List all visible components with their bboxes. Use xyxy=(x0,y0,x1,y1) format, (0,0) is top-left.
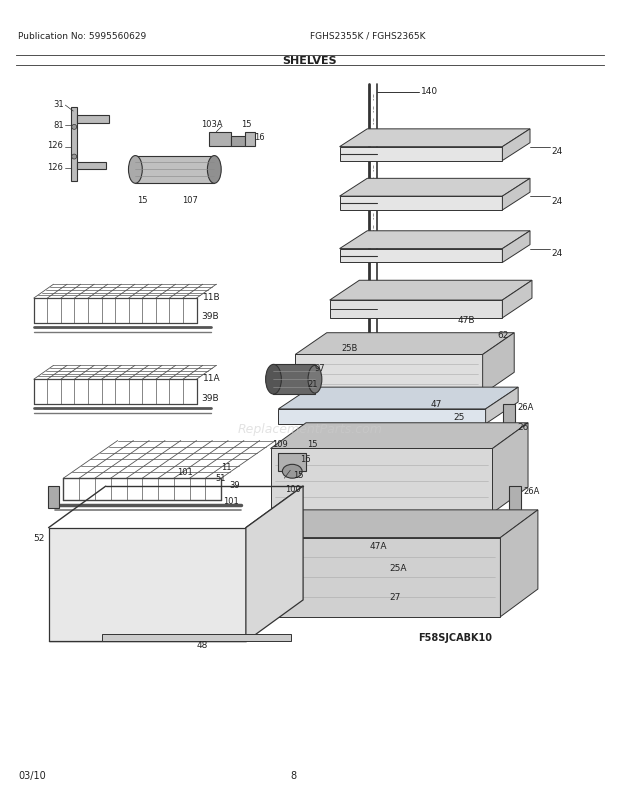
Text: FGHS2355K / FGHS2365K: FGHS2355K / FGHS2365K xyxy=(310,32,425,41)
Ellipse shape xyxy=(208,156,221,184)
Polygon shape xyxy=(502,130,530,161)
Bar xyxy=(210,132,231,147)
Text: 16: 16 xyxy=(300,454,311,464)
Text: ReplacementParts.com: ReplacementParts.com xyxy=(237,423,383,435)
Text: 16: 16 xyxy=(254,133,264,142)
Text: 24: 24 xyxy=(552,196,563,205)
Ellipse shape xyxy=(72,155,77,160)
Text: 26A: 26A xyxy=(523,486,539,495)
Text: 31: 31 xyxy=(53,99,64,108)
Text: F58SJCABK10: F58SJCABK10 xyxy=(418,632,492,642)
Polygon shape xyxy=(340,130,530,148)
Text: 15: 15 xyxy=(293,470,304,479)
Bar xyxy=(231,136,245,147)
Bar xyxy=(278,454,306,472)
Text: 39B: 39B xyxy=(202,393,219,402)
Text: 107: 107 xyxy=(182,196,198,205)
Text: 51: 51 xyxy=(215,473,226,482)
Polygon shape xyxy=(330,281,532,301)
Text: 47: 47 xyxy=(430,400,441,409)
Polygon shape xyxy=(340,197,502,211)
Bar xyxy=(509,487,521,511)
Ellipse shape xyxy=(282,464,302,479)
Ellipse shape xyxy=(128,156,142,184)
Polygon shape xyxy=(500,510,538,617)
Polygon shape xyxy=(485,387,518,424)
Text: 8: 8 xyxy=(290,770,296,780)
Text: Publication No: 5995560629: Publication No: 5995560629 xyxy=(18,32,146,41)
Polygon shape xyxy=(340,249,502,263)
Text: 101: 101 xyxy=(223,496,239,506)
Text: 11A: 11A xyxy=(203,373,221,383)
Polygon shape xyxy=(270,423,528,449)
Text: 26A: 26A xyxy=(517,403,534,412)
Polygon shape xyxy=(502,232,530,263)
Text: 03/10: 03/10 xyxy=(18,770,46,780)
Polygon shape xyxy=(482,334,514,395)
Text: 47B: 47B xyxy=(458,316,476,325)
Text: 27: 27 xyxy=(389,593,401,602)
Text: 25: 25 xyxy=(453,413,464,422)
Bar xyxy=(245,132,255,147)
Text: 24: 24 xyxy=(552,147,563,156)
Polygon shape xyxy=(278,387,518,409)
Text: 39B: 39B xyxy=(202,312,219,321)
Text: 15: 15 xyxy=(241,120,252,129)
Polygon shape xyxy=(502,179,530,211)
Text: 47A: 47A xyxy=(369,541,387,550)
Polygon shape xyxy=(273,365,315,395)
Text: 11: 11 xyxy=(221,462,232,472)
Polygon shape xyxy=(278,409,485,424)
Polygon shape xyxy=(502,281,532,318)
Text: 126: 126 xyxy=(48,141,63,150)
Polygon shape xyxy=(340,232,530,249)
Text: 48: 48 xyxy=(197,640,208,649)
Text: 11B: 11B xyxy=(203,292,221,302)
Polygon shape xyxy=(246,487,303,642)
Ellipse shape xyxy=(308,366,322,394)
Polygon shape xyxy=(270,449,492,513)
Ellipse shape xyxy=(72,125,77,130)
Polygon shape xyxy=(259,538,500,617)
Polygon shape xyxy=(295,334,514,355)
Text: 25A: 25A xyxy=(389,563,407,572)
Text: 97: 97 xyxy=(315,363,326,372)
Text: 62: 62 xyxy=(497,330,509,340)
Text: 81: 81 xyxy=(53,121,64,130)
Bar xyxy=(48,487,60,508)
Polygon shape xyxy=(340,148,502,161)
Polygon shape xyxy=(48,528,246,642)
Polygon shape xyxy=(77,115,108,124)
Polygon shape xyxy=(71,108,77,182)
Polygon shape xyxy=(77,162,106,170)
Text: 100: 100 xyxy=(285,484,301,493)
Polygon shape xyxy=(259,510,538,538)
Text: 109: 109 xyxy=(273,439,288,448)
Text: 15: 15 xyxy=(138,196,148,205)
Polygon shape xyxy=(492,423,528,513)
Text: 39: 39 xyxy=(229,480,240,489)
Text: 126: 126 xyxy=(48,163,63,172)
Polygon shape xyxy=(135,156,215,184)
Text: 25B: 25B xyxy=(342,343,358,353)
Text: 103A: 103A xyxy=(202,120,223,129)
Bar xyxy=(102,634,291,642)
Text: 15: 15 xyxy=(307,439,317,448)
Bar xyxy=(503,404,515,426)
Text: 52: 52 xyxy=(33,533,45,542)
Text: 101: 101 xyxy=(177,468,193,476)
Text: SHELVES: SHELVES xyxy=(283,55,337,66)
Text: 24: 24 xyxy=(552,249,563,257)
Polygon shape xyxy=(295,355,482,395)
Text: 26: 26 xyxy=(517,423,529,431)
Polygon shape xyxy=(330,301,502,318)
Polygon shape xyxy=(340,179,530,197)
Text: 140: 140 xyxy=(420,87,438,95)
Ellipse shape xyxy=(265,365,281,395)
Text: 21: 21 xyxy=(307,379,317,388)
